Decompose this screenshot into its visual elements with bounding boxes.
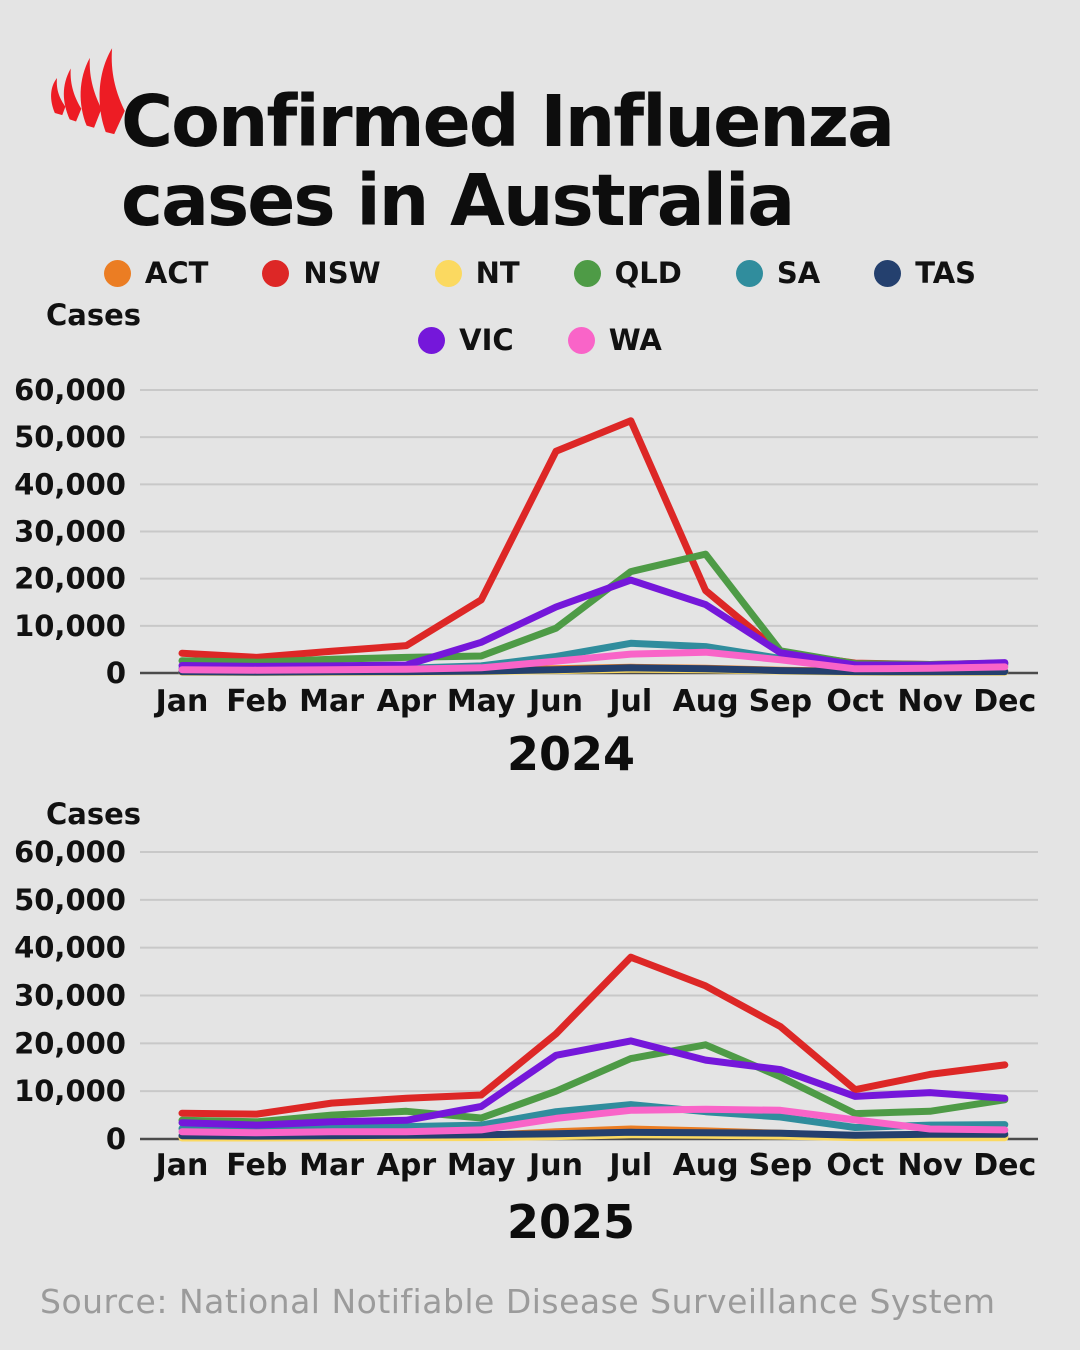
x-tick-label-jan: Jan: [154, 1148, 209, 1183]
legend-label-nt: NT: [475, 256, 520, 290]
legend-dot-vic: [418, 326, 446, 354]
y-tick-label: 60,000: [14, 375, 126, 407]
legend-dot-nt: [434, 259, 462, 287]
page-title-line2: cases in Australia: [121, 158, 795, 242]
page-title-line1: Confirmed Influenza: [121, 79, 895, 163]
legend-dot-wa: [567, 326, 595, 354]
series-line-nsw-2025: [178, 953, 1009, 1118]
series-line-qld-2025: [178, 1041, 1009, 1126]
x-tick-label-apr: Apr: [377, 1148, 437, 1183]
x-tick-label-jul: Jul: [607, 684, 652, 719]
chart-legend-row-1: ACT NSW NT QLD SA TAS: [0, 256, 1080, 290]
series-line-vic-2025: [178, 1037, 1009, 1129]
series-line-wa-2024: [178, 648, 1009, 674]
legend-item-sa: SA: [735, 256, 821, 290]
line-chart-2025: 60,000 50,000 40,000 30,000 20,000 10,000 0 Jan…: [14, 838, 1038, 1183]
x-tick-label-oct: Oct: [826, 684, 884, 719]
sbs-logo-icon: [51, 48, 125, 135]
legend-label-sa: SA: [776, 256, 821, 290]
legend-item-nsw: NSW: [262, 256, 381, 290]
series-line-nsw-2024: [178, 417, 1009, 668]
x-tick-label-apr: Apr: [377, 684, 437, 719]
y-tick-label: 0: [106, 656, 126, 690]
x-tick-label-sep: Sep: [749, 1148, 812, 1183]
legend-dot-qld: [573, 259, 601, 287]
legend-label-act: ACT: [144, 256, 209, 290]
chart-legend-row-2: VIC WA: [0, 323, 1080, 357]
x-tick-label-feb: Feb: [226, 684, 287, 719]
series-line-tas-2025: [178, 1128, 1009, 1140]
legend-item-act: ACT: [103, 256, 209, 290]
legend-dot-sa: [735, 259, 763, 287]
y-tick-label: 20,000: [14, 1026, 126, 1060]
y-axis-title-2024: Cases: [46, 298, 142, 332]
legend-item-nt: NT: [434, 256, 520, 290]
x-tick-label-oct: Oct: [826, 1148, 884, 1183]
x-tick-label-jan: Jan: [154, 684, 209, 719]
x-tick-label-mar: Mar: [299, 1148, 364, 1183]
x-tick-label-may: May: [447, 684, 516, 719]
y-tick-label: 50,000: [14, 420, 126, 454]
legend-label-wa: WA: [608, 323, 662, 357]
y-tick-label: 40,000: [14, 931, 126, 965]
source-note: Source: National Notifiable Disease Surv…: [40, 1282, 996, 1321]
y-tick-label: 30,000: [14, 515, 126, 549]
chart-title-2025: 2025: [506, 1195, 636, 1249]
legend-dot-tas: [874, 259, 902, 287]
legend-dot-act: [103, 259, 131, 287]
x-tick-label-jul: Jul: [607, 1148, 652, 1183]
series-line-wa-2025: [178, 1105, 1009, 1137]
y-tick-label: 40,000: [14, 467, 126, 501]
chart-title-2024: 2024: [506, 727, 636, 781]
y-axis-title-2025: Cases: [46, 797, 142, 831]
legend-item-qld: QLD: [573, 256, 682, 290]
y-tick-label: 10,000: [14, 609, 126, 643]
x-tick-label-dec: Dec: [973, 684, 1036, 719]
legend-item-tas: TAS: [874, 256, 976, 290]
x-tick-label-mar: Mar: [299, 684, 364, 719]
series-line-vic-2024: [178, 576, 1009, 670]
legend-label-vic: VIC: [459, 323, 514, 357]
page-title: Confirmed Influenza cases in Australia: [121, 79, 895, 242]
line-chart-2024: 60,000 50,000 40,000 30,000 20,000 10,000 0 Jan…: [14, 375, 1038, 719]
legend-label-nsw: NSW: [303, 256, 381, 290]
legend-dot-nsw: [262, 259, 290, 287]
y-tick-label: 50,000: [14, 883, 126, 917]
x-tick-label-nov: Nov: [897, 1148, 963, 1183]
y-tick-label: 60,000: [14, 838, 126, 869]
x-tick-label-sep: Sep: [749, 684, 812, 719]
y-tick-label: 30,000: [14, 979, 126, 1013]
x-tick-label-aug: Aug: [673, 684, 739, 719]
x-tick-label-may: May: [447, 1148, 516, 1183]
y-tick-label: 10,000: [14, 1074, 126, 1108]
legend-item-vic: VIC: [418, 323, 514, 357]
x-tick-label-dec: Dec: [973, 1148, 1036, 1183]
legend-item-wa: WA: [567, 323, 662, 357]
x-tick-label-aug: Aug: [673, 1148, 739, 1183]
y-tick-label: 20,000: [14, 562, 126, 596]
y-tick-label: 0: [106, 1122, 126, 1156]
x-tick-label-jun: Jun: [527, 1148, 583, 1183]
x-tick-label-feb: Feb: [226, 1148, 287, 1183]
legend-label-tas: TAS: [915, 256, 977, 290]
x-tick-label-jun: Jun: [527, 684, 583, 719]
x-tick-label-nov: Nov: [897, 684, 963, 719]
legend-label-qld: QLD: [614, 256, 682, 290]
